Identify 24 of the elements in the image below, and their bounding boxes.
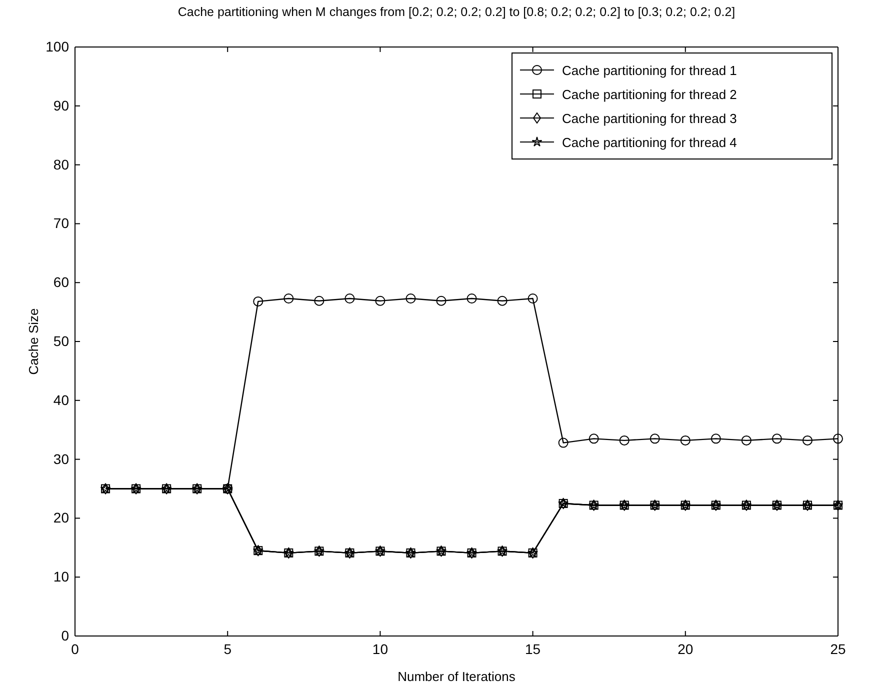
y-tick-label: 50 [53, 332, 70, 349]
y-tick-label: 30 [53, 450, 70, 467]
legend-label: Cache partitioning for thread 2 [562, 87, 737, 102]
x-tick-label: 0 [71, 640, 80, 657]
legend-label: Cache partitioning for thread 3 [562, 111, 737, 126]
y-tick-label: 60 [53, 274, 70, 290]
y-axis-title: Cache Size [26, 308, 41, 375]
x-tick-label: 20 [678, 640, 694, 657]
x-tick-label: 15 [525, 640, 541, 657]
chart-title: Cache partitioning when M changes from [0.2; 0.2; 0.2; 0.2] to [0.8; 0.2; 0.2; 0.2] to [0.3; 0.2; 0.2; 0.2] [178, 5, 736, 19]
y-tick-label: 100 [46, 38, 70, 54]
y-tick-label: 70 [53, 215, 70, 232]
y-tick-label: 10 [53, 568, 70, 585]
x-tick-label: 25 [830, 640, 846, 657]
y-tick-label: 0 [61, 627, 70, 644]
legend-label: Cache partitioning for thread 1 [562, 63, 737, 78]
y-tick-label: 80 [53, 156, 70, 172]
y-tick-label: 40 [53, 392, 70, 408]
x-tick-label: 5 [224, 640, 232, 657]
x-axis-title: Number of Iterations [398, 669, 516, 684]
x-tick-label: 10 [372, 640, 388, 657]
legend-label: Cache partitioning for thread 4 [562, 135, 737, 150]
y-tick-label: 20 [53, 510, 70, 526]
y-tick-label: 90 [53, 97, 70, 114]
